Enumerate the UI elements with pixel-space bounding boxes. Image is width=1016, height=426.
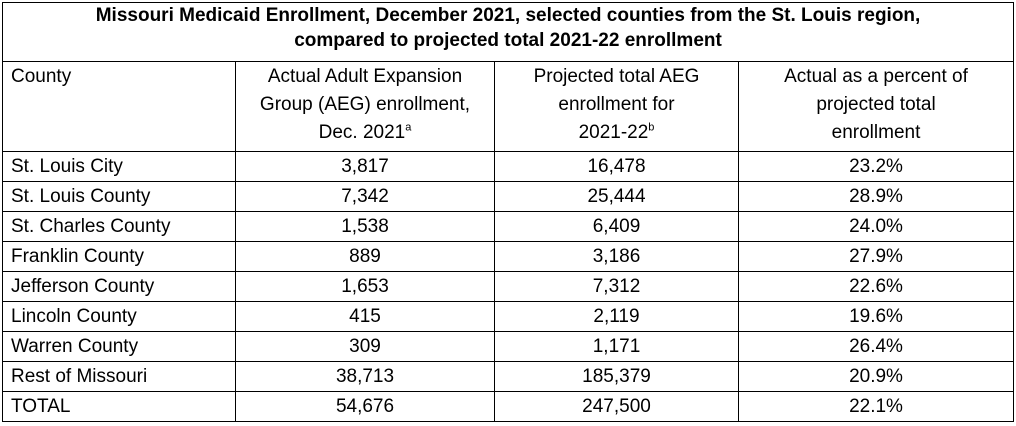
header-projected-line-2: enrollment for <box>558 94 675 115</box>
actual-cell: 3,817 <box>235 151 495 182</box>
percent-cell: 22.6% <box>737 271 1015 302</box>
county-cell: Rest of Missouri <box>2 361 236 392</box>
projected-cell: 7,312 <box>494 271 739 302</box>
actual-cell: 1,538 <box>235 211 495 242</box>
percent-cell: 27.9% <box>737 241 1015 272</box>
header-percent-line-2: projected total <box>816 94 936 115</box>
header-percent-line-3: enrollment <box>831 122 921 143</box>
actual-cell: 7,342 <box>235 181 495 212</box>
actual-cell: 415 <box>235 301 495 332</box>
projected-cell: 1,171 <box>494 331 739 362</box>
table-row: St. Louis City 3,817 16,478 23.2% <box>2 151 1015 182</box>
header-actual-line-2: Group (AEG) enrollment, <box>259 94 471 115</box>
projected-cell: 16,478 <box>494 151 739 182</box>
header-row: County Actual Adult Expansion Group (AEG… <box>2 61 1015 152</box>
header-percent: Actual as a percent of projected total e… <box>737 61 1015 152</box>
county-cell: St. Louis County <box>2 181 236 212</box>
percent-cell: 20.9% <box>737 361 1015 392</box>
footnote-a-marker: a <box>405 121 412 134</box>
projected-cell: 6,409 <box>494 211 739 242</box>
header-projected-line-3: 2021-22 <box>578 122 649 143</box>
projected-cell: 2,119 <box>494 301 739 332</box>
percent-cell: 28.9% <box>737 181 1015 212</box>
actual-cell: 1,653 <box>235 271 495 302</box>
percent-cell: 19.6% <box>737 301 1015 332</box>
table-row: St. Louis County 7,342 25,444 28.9% <box>2 181 1015 212</box>
table-row: Warren County 309 1,171 26.4% <box>2 331 1015 362</box>
header-actual: Actual Adult Expansion Group (AEG) enrol… <box>235 61 495 152</box>
county-cell: Franklin County <box>2 241 236 272</box>
table-body: St. Louis City 3,817 16,478 23.2% St. Louis … <box>2 151 1015 422</box>
footnote-b-marker: b <box>648 121 655 134</box>
header-projected: Projected total AEG enrollment for 2021-… <box>494 61 739 152</box>
county-cell: St. Charles County <box>2 211 236 242</box>
projected-cell: 185,379 <box>494 361 739 392</box>
header-percent-line-1: Actual as a percent of <box>784 66 968 87</box>
table-row: TOTAL 54,676 247,500 22.1% <box>2 391 1015 422</box>
table-row: Lincoln County 415 2,119 19.6% <box>2 301 1015 332</box>
title-line-2: compared to projected total 2021-22 enro… <box>294 30 722 51</box>
header-actual-line-1: Actual Adult Expansion <box>267 66 463 87</box>
table-title: Missouri Medicaid Enrollment, December 2… <box>1 2 1015 62</box>
projected-cell: 25,444 <box>494 181 739 212</box>
percent-cell: 24.0% <box>737 211 1015 242</box>
actual-cell: 309 <box>235 331 495 362</box>
percent-cell: 23.2% <box>737 151 1015 182</box>
percent-cell: 26.4% <box>737 331 1015 362</box>
header-projected-line-1: Projected total AEG <box>533 66 700 87</box>
table-row: Jefferson County 1,653 7,312 22.6% <box>2 271 1015 302</box>
county-cell: St. Louis City <box>2 151 236 182</box>
county-cell: TOTAL <box>2 391 236 422</box>
percent-cell: 22.1% <box>737 391 1015 422</box>
title-row: Missouri Medicaid Enrollment, December 2… <box>1 2 1015 62</box>
title-line-1: Missouri Medicaid Enrollment, December 2… <box>95 5 921 26</box>
table-row: Franklin County 889 3,186 27.9% <box>2 241 1015 272</box>
county-cell: Lincoln County <box>2 301 236 332</box>
projected-cell: 247,500 <box>494 391 739 422</box>
header-county-label: County <box>11 66 72 87</box>
header-county: County <box>2 61 236 152</box>
table-row: Rest of Missouri 38,713 185,379 20.9% <box>2 361 1015 392</box>
actual-cell: 38,713 <box>235 361 495 392</box>
county-cell: Warren County <box>2 331 236 362</box>
actual-cell: 54,676 <box>235 391 495 422</box>
county-cell: Jefferson County <box>2 271 236 302</box>
actual-cell: 889 <box>235 241 495 272</box>
header-actual-line-3: Dec. 2021 <box>318 122 406 143</box>
table-row: St. Charles County 1,538 6,409 24.0% <box>2 211 1015 242</box>
projected-cell: 3,186 <box>494 241 739 272</box>
